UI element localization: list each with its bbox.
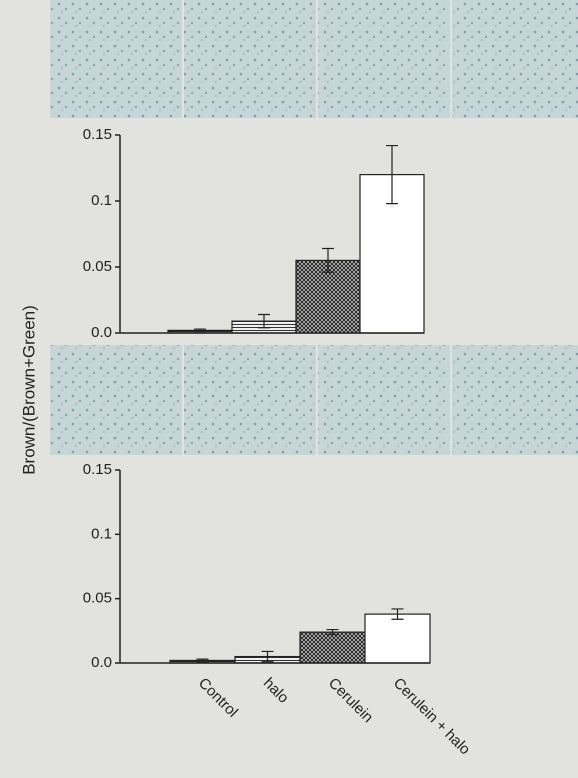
x-tick-label: Cerulein + halo — [390, 675, 474, 759]
y-tick-label: 0.0 — [91, 324, 112, 341]
y-tick-label: 0.05 — [83, 590, 112, 607]
error-bar — [386, 144, 398, 205]
y-axis-label: Brown/(Brown+Green) — [19, 305, 38, 475]
x-tick-label: Control — [195, 675, 241, 721]
y-tick-label: 0.1 — [91, 525, 112, 542]
y-tick-label: 0.15 — [83, 461, 112, 478]
error-bar — [322, 247, 334, 273]
bar — [364, 613, 431, 664]
y-tick-label: 0.15 — [83, 126, 112, 143]
micrographs-middle — [50, 345, 578, 455]
error-bar — [261, 650, 274, 663]
error-bar — [194, 328, 206, 333]
x-tick-label: halo — [260, 675, 292, 707]
y-tick-label: 0.0 — [91, 654, 112, 671]
error-bar — [258, 313, 270, 329]
error-bar — [196, 658, 209, 663]
micrographs-top — [50, 0, 578, 118]
y-tick-label: 0.05 — [83, 258, 112, 275]
x-tick-label: Cerulein — [325, 675, 377, 727]
error-bar — [391, 608, 404, 620]
error-bar — [326, 628, 339, 636]
bar — [299, 631, 366, 664]
y-tick-label: 0.1 — [91, 192, 112, 209]
